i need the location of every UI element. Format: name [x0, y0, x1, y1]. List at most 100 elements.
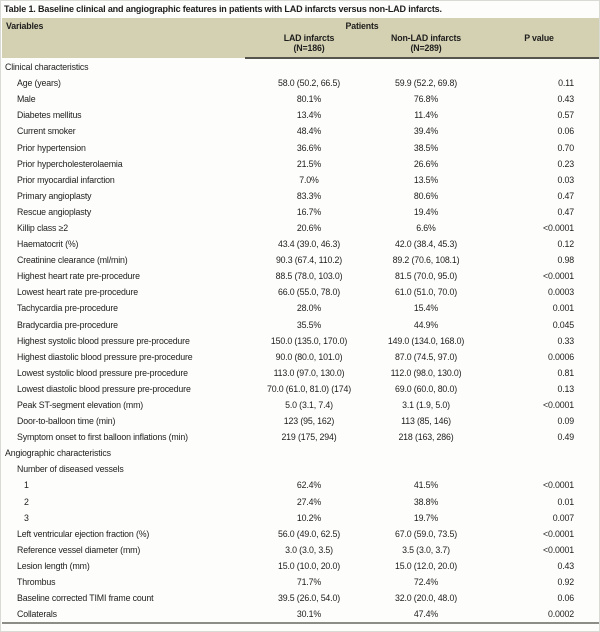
cell-p-value: 0.03 [557, 174, 574, 185]
row-label: Haematocrit (%) [17, 239, 79, 250]
row-label: Lowest diastolic blood pressure pre-proc… [17, 383, 191, 394]
cell-p-value [479, 445, 599, 461]
cell-lad-value: 90.3 (67.4, 110.2) [275, 255, 343, 266]
nonlad-infarcts-n: (N=289) [410, 43, 442, 53]
cell-nonlad-value: 41.5% [413, 480, 439, 491]
table-row: Current smoker 48.4% 39.4% 0.06 [2, 123, 599, 139]
cell-nonlad-value: 3.1 (1.9, 5.0) [402, 400, 450, 411]
cell-nonlad-value: 80.6% [413, 190, 439, 201]
cell-p-value: 0.0003 [547, 287, 574, 298]
table-row: Diabetes mellitus 13.4% 11.4% 0.57 [2, 107, 599, 123]
cell-p-value: 0.92 [557, 577, 574, 588]
cell-lad-value: 15.0 (10.0, 20.0) [277, 560, 340, 571]
table-row: Age (years) 58.0 (50.2, 66.5) 59.9 (52.2, … [2, 75, 599, 91]
cell-p-value [479, 461, 599, 477]
cell-p-value: 0.81 [557, 367, 574, 378]
cell-nonlad-value: 47.4% [413, 609, 439, 620]
cell-p-value: 0.57 [557, 110, 574, 121]
cell-p-value: 0.70 [557, 142, 574, 153]
table-row: Collaterals 30.1% 47.4% 0.0002 [2, 606, 599, 623]
row-label: Collaterals [17, 609, 57, 620]
cell-p-value: <0.0001 [543, 480, 574, 491]
header-spacer [479, 18, 599, 33]
row-label: Angiographic characteristics [5, 448, 111, 459]
cell-p-value: 0.001 [552, 303, 574, 314]
cell-lad-value: 7.0% [299, 174, 319, 185]
table-row: Baseline corrected TIMI frame count 39.5 … [2, 590, 599, 606]
cell-nonlad-value [373, 445, 479, 461]
cell-nonlad-value: 32.0 (20.0, 48.0) [394, 593, 457, 604]
cell-lad-value: 219 (175, 294) [281, 432, 337, 443]
table-row: Door-to-balloon time (min) 123 (95, 162) 1… [2, 413, 599, 429]
cell-nonlad-value: 76.8% [413, 94, 439, 105]
cell-lad-value: 35.5% [296, 319, 322, 330]
cell-p-value: 0.11 [558, 78, 574, 89]
cell-lad-value: 56.0 (49.0, 62.5) [277, 528, 340, 539]
row-label: Lesion length (mm) [17, 560, 90, 571]
cell-nonlad-value: 3.5 (3.0, 3.7) [402, 544, 450, 555]
cell-nonlad-value: 19.7% [413, 512, 439, 523]
table-row: Prior hypercholesterolaemia 21.5% 26.6% 0.2… [2, 156, 599, 172]
cell-lad-value: 83.3% [296, 190, 322, 201]
cell-p-value: 0.01 [557, 496, 574, 507]
cell-lad-value: 21.5% [296, 158, 322, 169]
row-label: Bradycardia pre-procedure [17, 319, 118, 330]
cell-nonlad-value: 19.4% [413, 206, 439, 217]
row-label: Highest diastolic blood pressure pre-pro… [17, 351, 193, 362]
table-row: Lowest heart rate pre-procedure 66.0 (55.… [2, 284, 599, 300]
table-row: 1 62.4% 41.5% <0.0001 [2, 477, 599, 493]
table-row: Thrombus 71.7% 72.4% 0.92 [2, 574, 599, 590]
table-row: Prior hypertension 36.6% 38.5% 0.70 [2, 139, 599, 155]
cell-lad-value: 58.0 (50.2, 66.5) [277, 78, 340, 89]
cell-p-value: 0.0006 [547, 351, 574, 362]
cell-lad-value: 113.0 (97.0, 130.0) [273, 367, 345, 378]
cell-nonlad-value: 61.0 (51.0, 70.0) [394, 287, 457, 298]
cell-nonlad-value: 15.4% [413, 303, 439, 314]
cell-p-value: 0.43 [557, 560, 574, 571]
col-header-p-value: P value [479, 33, 599, 59]
cell-nonlad-value: 67.0 (59.0, 73.5) [394, 528, 457, 539]
row-label: 2 [24, 496, 29, 507]
table-row: 2 27.4% 38.8% 0.01 [2, 494, 599, 510]
cell-lad-value: 5.0 (3.1, 7.4) [285, 400, 333, 411]
row-label: Prior hypercholesterolaemia [17, 158, 123, 169]
cell-nonlad-value [373, 58, 479, 75]
col-header-variables: Variables [2, 18, 245, 58]
row-label: 1 [24, 480, 29, 491]
row-label: Diabetes mellitus [17, 110, 82, 121]
cell-lad-value: 16.7% [296, 206, 322, 217]
cell-p-value: <0.0001 [543, 271, 574, 282]
row-label: Male [17, 94, 36, 105]
cell-nonlad-value: 44.9% [413, 319, 439, 330]
section-row: Number of diseased vessels [2, 461, 599, 477]
cell-p-value: 0.23 [557, 158, 574, 169]
cell-p-value [479, 58, 599, 75]
cell-p-value: <0.0001 [543, 400, 574, 411]
row-label: Rescue angioplasty [17, 206, 92, 217]
row-label: Prior myocardial infarction [17, 174, 115, 185]
row-label: Clinical characteristics [5, 61, 89, 72]
table-row: Peak ST-segment elevation (mm) 5.0 (3.1, … [2, 397, 599, 413]
row-label: Prior hypertension [17, 142, 86, 153]
table-row: Tachycardia pre-procedure 28.0% 15.4% 0.001 [2, 300, 599, 316]
cell-lad-value: 13.4% [296, 110, 322, 121]
table-row: Killip class ≥2 20.6% 6.6% <0.0001 [2, 220, 599, 236]
cell-p-value: 0.045 [552, 319, 574, 330]
baseline-characteristics-table: Variables Patients LAD infarcts (N=186) … [2, 18, 599, 625]
table-row: Lowest diastolic blood pressure pre-proc… [2, 381, 599, 397]
cell-lad-value [245, 58, 373, 75]
table-row: Highest systolic blood pressure pre-proc… [2, 333, 599, 349]
cell-p-value: <0.0001 [543, 528, 574, 539]
table-row: Symptom onset to first balloon inflation… [2, 429, 599, 445]
cell-lad-value: 48.4% [296, 126, 322, 137]
row-label: Lowest systolic blood pressure pre-proce… [17, 367, 188, 378]
nonlad-infarcts-label: Non-LAD infarcts [391, 33, 461, 43]
row-label: Highest systolic blood pressure pre-proc… [17, 335, 190, 346]
row-label: Baseline corrected TIMI frame count [17, 593, 154, 604]
cell-lad-value: 43.4 (39.0, 46.3) [277, 239, 340, 250]
cell-nonlad-value: 113 (85, 146) [401, 416, 451, 427]
cell-lad-value: 27.4% [296, 496, 322, 507]
cell-nonlad-value: 89.2 (70.6, 108.1) [392, 255, 460, 266]
cell-p-value: 0.33 [557, 335, 574, 346]
